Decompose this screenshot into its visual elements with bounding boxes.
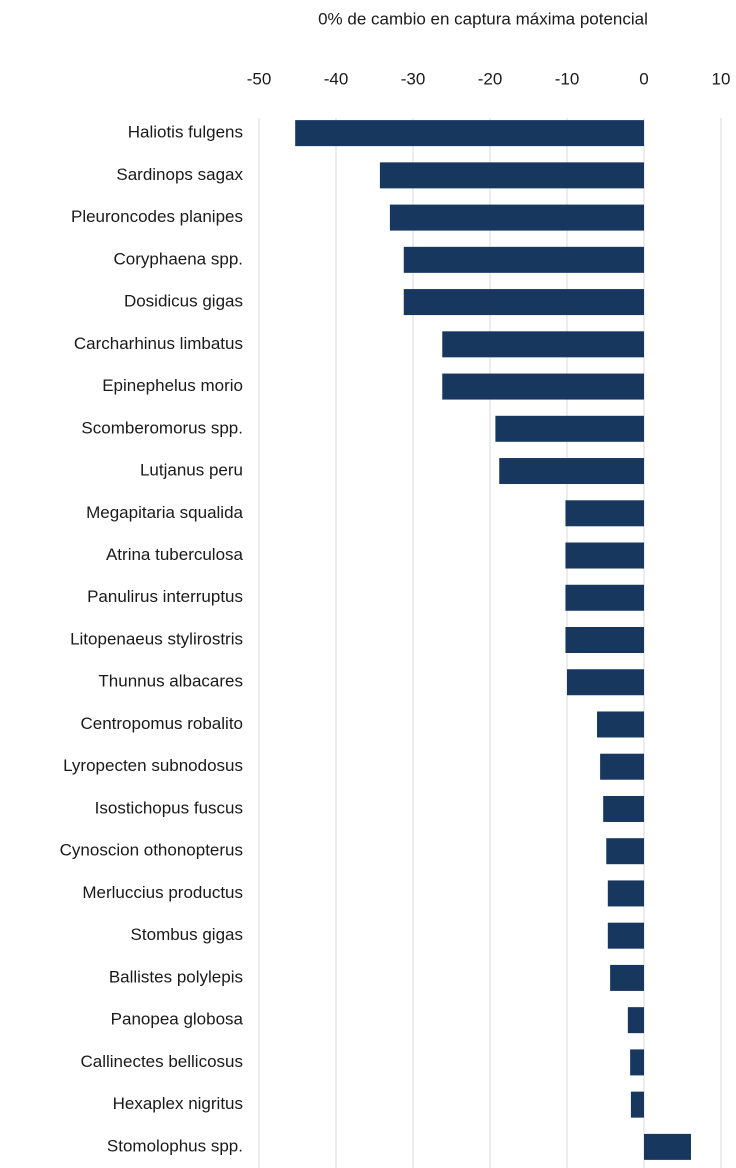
- bar: [295, 120, 644, 147]
- bar: [403, 246, 644, 273]
- bar: [630, 1091, 644, 1118]
- y-tick-label: Atrina tuberculosa: [106, 545, 244, 564]
- y-tick-label: Panopea globosa: [111, 1010, 244, 1029]
- y-tick-label: Pleuroncodes planipes: [71, 207, 243, 226]
- y-tick-label: Stombus gigas: [131, 925, 243, 944]
- bar: [607, 880, 644, 907]
- y-tick-label: Coryphaena spp.: [114, 249, 243, 268]
- y-tick-label: Panulirus interruptus: [87, 587, 243, 606]
- bar: [567, 669, 644, 696]
- x-tick-label: -40: [324, 69, 349, 88]
- bar: [379, 162, 644, 189]
- y-tick-label: Callinectes bellicosus: [80, 1052, 243, 1071]
- bar: [565, 542, 644, 569]
- y-tick-label: Sardinops sagax: [116, 165, 243, 184]
- y-tick-label: Lutjanus peru: [140, 461, 243, 480]
- bar: [610, 964, 644, 991]
- y-tick-label: Carcharhinus limbatus: [74, 334, 243, 353]
- y-tick-label: Dosidicus gigas: [124, 292, 243, 311]
- bar: [442, 331, 644, 358]
- x-tick-label: -20: [478, 69, 503, 88]
- bar: [606, 838, 644, 865]
- y-tick-label: Isostichopus fuscus: [95, 798, 243, 817]
- bar: [630, 1049, 644, 1076]
- y-tick-label: Scomberomorus spp.: [81, 418, 243, 437]
- bar: [403, 289, 644, 316]
- bar: [389, 204, 644, 231]
- bar: [495, 415, 644, 442]
- y-tick-label: Litopenaeus stylirostris: [70, 629, 243, 648]
- x-tick-label: 10: [712, 69, 731, 88]
- x-tick-label: -10: [555, 69, 580, 88]
- bar: [565, 627, 644, 653]
- bar: [627, 1007, 644, 1034]
- y-tick-label: Ballistes polylepis: [109, 967, 243, 986]
- y-tick-label: Megapitaria squalida: [86, 503, 243, 522]
- bar: [499, 458, 644, 485]
- bar: [565, 500, 644, 527]
- axis-title: 0% de cambio en captura máxima potencial: [318, 9, 648, 28]
- bar: [597, 711, 644, 738]
- y-tick-label: Centropomus robalito: [80, 714, 243, 733]
- y-tick-label: Lyropecten subnodosus: [63, 756, 243, 775]
- y-tick-label: Cynoscion othonopterus: [60, 841, 243, 860]
- bar: [565, 584, 644, 611]
- y-tick-label: Stomolophus spp.: [107, 1136, 243, 1155]
- x-tick-label: -30: [401, 69, 426, 88]
- y-tick-label: Hexaplex nigritus: [113, 1094, 243, 1113]
- bar: [600, 753, 644, 780]
- y-tick-label: Merluccius productus: [82, 883, 243, 902]
- bar: [603, 795, 644, 822]
- bar: [607, 922, 644, 949]
- y-tick-label: Thunnus albacares: [98, 672, 243, 691]
- x-tick-label: -50: [247, 69, 272, 88]
- y-tick-label: Haliotis fulgens: [128, 123, 243, 142]
- y-tick-label: Epinephelus morio: [102, 376, 243, 395]
- bar: [644, 1133, 691, 1160]
- bar: [442, 373, 644, 400]
- x-tick-label: 0: [639, 69, 648, 88]
